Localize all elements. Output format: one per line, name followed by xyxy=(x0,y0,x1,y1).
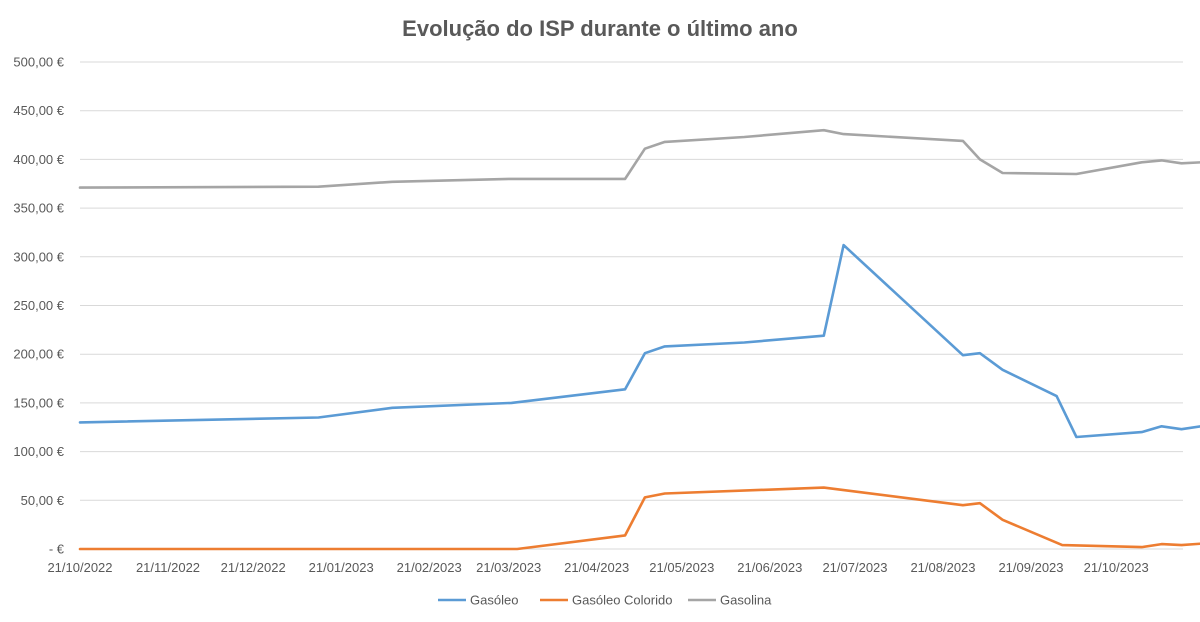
series-line xyxy=(78,486,1200,551)
y-tick-label: 450,00 € xyxy=(13,103,64,118)
x-tick-label: 21/11/2022 xyxy=(136,560,200,575)
legend-label: Gasóleo Colorido xyxy=(572,593,672,608)
series-line xyxy=(78,243,1200,439)
x-tick-label: 21/02/2023 xyxy=(397,560,462,575)
x-tick-label: 21/10/2023 xyxy=(1084,560,1149,575)
legend-label: Gasóleo xyxy=(470,593,518,608)
y-tick-label: 150,00 € xyxy=(13,395,64,410)
x-axis-ticks: 21/10/2022 21/11/2022 21/12/2022 21/01/2023… xyxy=(47,560,1148,575)
y-tick-label: 400,00 € xyxy=(13,152,64,167)
x-tick-label: 21/09/2023 xyxy=(998,560,1063,575)
x-tick-label: 21/10/2022 xyxy=(47,560,112,575)
series-line xyxy=(78,128,1200,189)
x-tick-label: 21/04/2023 xyxy=(564,560,629,575)
x-tick-label: 21/08/2023 xyxy=(910,560,975,575)
y-tick-label: 500,00 € xyxy=(13,55,64,70)
x-tick-label: 21/12/2022 xyxy=(221,560,286,575)
x-tick-label: 21/01/2023 xyxy=(309,560,374,575)
x-tick-label: 21/05/2023 xyxy=(649,560,714,575)
y-tick-label: - € xyxy=(49,542,65,557)
legend-label: Gasolina xyxy=(720,593,772,608)
gridlines xyxy=(80,61,1183,550)
chart-title: Evolução do ISP durante o último ano xyxy=(402,16,798,41)
x-tick-label: 21/07/2023 xyxy=(822,560,887,575)
series-lines xyxy=(78,128,1200,551)
y-tick-label: 250,00 € xyxy=(13,298,64,313)
y-axis-ticks: - € 50,00 € 100,00 € 150,00 € 200,00 € 250,00… xyxy=(13,55,64,557)
y-tick-label: 350,00 € xyxy=(13,201,64,216)
x-tick-label: 21/06/2023 xyxy=(737,560,802,575)
legend: Gasóleo Gasóleo Colorido Gasolina xyxy=(438,593,772,608)
y-tick-label: 300,00 € xyxy=(13,249,64,264)
y-tick-label: 50,00 € xyxy=(21,493,65,508)
y-tick-label: 100,00 € xyxy=(13,444,64,459)
y-tick-label: 200,00 € xyxy=(13,347,64,362)
x-tick-label: 21/03/2023 xyxy=(476,560,541,575)
